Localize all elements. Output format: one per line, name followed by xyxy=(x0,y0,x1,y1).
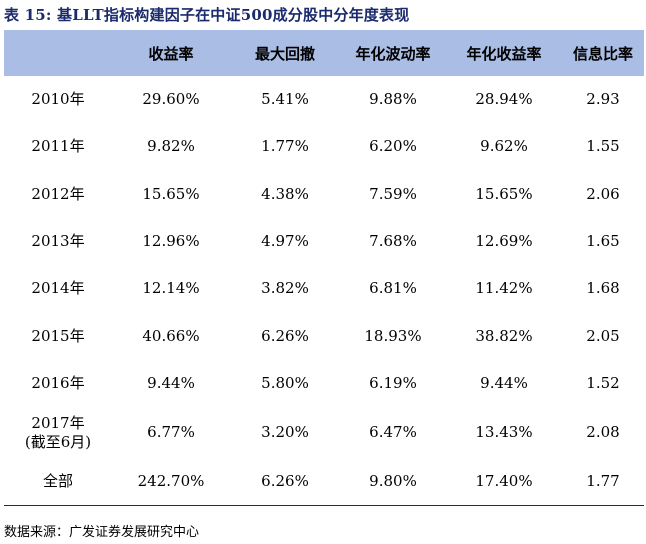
cell-year: 2013年 xyxy=(4,232,112,251)
cell-information-ratio: 2.93 xyxy=(586,90,620,109)
table-header-row: 收益率 最大回撤 年化波动率 年化收益率 信息比率 xyxy=(4,30,644,76)
cell-annual-return: 9.44% xyxy=(480,373,528,392)
cell-max-drawdown: 1.77% xyxy=(261,137,309,156)
year-label: 2013年 xyxy=(31,232,85,251)
cell-information-ratio: 1.68 xyxy=(586,279,620,298)
header-max-drawdown: 最大回撤 xyxy=(254,44,315,63)
table-row: 2010年 29.60% 5.41% 9.88% 28.94% 2.93 xyxy=(4,76,644,123)
cell-information-ratio: 1.55 xyxy=(586,137,620,156)
cell-annual-return: 12.69% xyxy=(475,232,533,251)
cell-year: 2010年 xyxy=(4,90,112,109)
cell-annual-return: 11.42% xyxy=(475,279,533,298)
cell-max-drawdown: 3.82% xyxy=(261,279,309,298)
table-body: 2010年 29.60% 5.41% 9.88% 28.94% 2.93 2011年 9.82… xyxy=(4,76,644,507)
table-row: 2012年 15.65% 4.38% 7.59% 15.65% 2.06 xyxy=(4,171,644,218)
table-row: 2016年 9.44% 5.80% 6.19% 9.44% 1.52 xyxy=(4,360,644,407)
cell-annual-volatility: 7.59% xyxy=(369,184,417,203)
year-note: (截至6月) xyxy=(24,432,92,451)
cell-annual-return: 28.94% xyxy=(475,90,533,109)
year-label: 2017年 xyxy=(31,413,85,432)
performance-table: 收益率 最大回撤 年化波动率 年化收益率 信息比率 2010年 29.60% 5.4… xyxy=(4,30,644,507)
cell-annual-return: 13.43% xyxy=(475,423,533,442)
cell-year: 2011年 xyxy=(4,137,112,156)
data-source: 数据来源：广发证券发展研究中心 xyxy=(4,525,200,540)
cell-year: 2017年 (截至6月) xyxy=(4,414,112,452)
cell-information-ratio: 1.65 xyxy=(586,232,620,251)
cell-annual-return: 17.40% xyxy=(475,472,533,491)
cell-annual-volatility: 9.80% xyxy=(369,472,417,491)
cell-year: 2016年 xyxy=(4,374,112,393)
cell-information-ratio: 1.52 xyxy=(586,373,620,392)
header-information-ratio: 信息比率 xyxy=(572,44,633,63)
cell-year: 2015年 xyxy=(4,327,112,346)
table-row: 全部 242.70% 6.26% 9.80% 17.40% 1.77 xyxy=(4,458,644,505)
table-row: 2017年 (截至6月) 6.77% 3.20% 6.47% 13.43% 2.08 xyxy=(4,407,644,458)
cell-max-drawdown: 5.80% xyxy=(261,373,309,392)
cell-annual-volatility: 6.81% xyxy=(369,279,417,298)
cell-annual-return: 15.65% xyxy=(475,184,533,203)
cell-max-drawdown: 6.26% xyxy=(261,472,309,491)
year-label: 2010年 xyxy=(31,90,85,109)
table-row: 2014年 12.14% 3.82% 6.81% 11.42% 1.68 xyxy=(4,265,644,312)
cell-year: 全部 xyxy=(4,472,112,491)
cell-return: 29.60% xyxy=(142,90,200,109)
cell-max-drawdown: 5.41% xyxy=(261,90,309,109)
cell-max-drawdown: 4.38% xyxy=(261,184,309,203)
year-label: 2015年 xyxy=(31,326,85,345)
cell-return: 6.77% xyxy=(147,423,195,442)
cell-return: 15.65% xyxy=(142,184,200,203)
year-label: 2014年 xyxy=(31,279,85,298)
year-label: 2016年 xyxy=(31,373,85,392)
table-row: 2013年 12.96% 4.97% 7.68% 12.69% 1.65 xyxy=(4,218,644,265)
cell-information-ratio: 2.06 xyxy=(586,184,620,203)
year-label: 2011年 xyxy=(31,137,85,156)
cell-annual-volatility: 6.47% xyxy=(369,423,417,442)
cell-return: 12.96% xyxy=(142,232,200,251)
cell-annual-volatility: 18.93% xyxy=(364,326,422,345)
header-annual-volatility: 年化波动率 xyxy=(355,44,431,63)
table-row: 2011年 9.82% 1.77% 6.20% 9.62% 1.55 xyxy=(4,123,644,170)
cell-annual-volatility: 7.68% xyxy=(369,232,417,251)
cell-annual-volatility: 6.19% xyxy=(369,373,417,392)
cell-return: 12.14% xyxy=(142,279,200,298)
cell-information-ratio: 2.08 xyxy=(586,423,620,442)
cell-year: 2014年 xyxy=(4,279,112,298)
cell-return: 9.82% xyxy=(147,137,195,156)
cell-annual-return: 9.62% xyxy=(480,137,528,156)
cell-return: 9.44% xyxy=(147,373,195,392)
cell-max-drawdown: 6.26% xyxy=(261,326,309,345)
cell-return: 40.66% xyxy=(142,326,200,345)
cell-annual-return: 38.82% xyxy=(475,326,533,345)
cell-year: 2012年 xyxy=(4,185,112,204)
cell-annual-volatility: 6.20% xyxy=(369,137,417,156)
year-label: 2012年 xyxy=(31,184,85,203)
cell-max-drawdown: 3.20% xyxy=(261,423,309,442)
table-title: 表 15: 基LLT指标构建因子在中证500成分股中分年度表现 xyxy=(4,6,410,24)
cell-return: 242.70% xyxy=(137,472,205,491)
header-annual-return: 年化收益率 xyxy=(466,44,542,63)
table-row: 2015年 40.66% 6.26% 18.93% 38.82% 2.05 xyxy=(4,312,644,359)
header-return: 收益率 xyxy=(148,44,194,63)
cell-information-ratio: 1.77 xyxy=(586,472,620,491)
year-label: 全部 xyxy=(42,472,73,491)
cell-annual-volatility: 9.88% xyxy=(369,90,417,109)
cell-max-drawdown: 4.97% xyxy=(261,232,309,251)
cell-information-ratio: 2.05 xyxy=(586,326,620,345)
